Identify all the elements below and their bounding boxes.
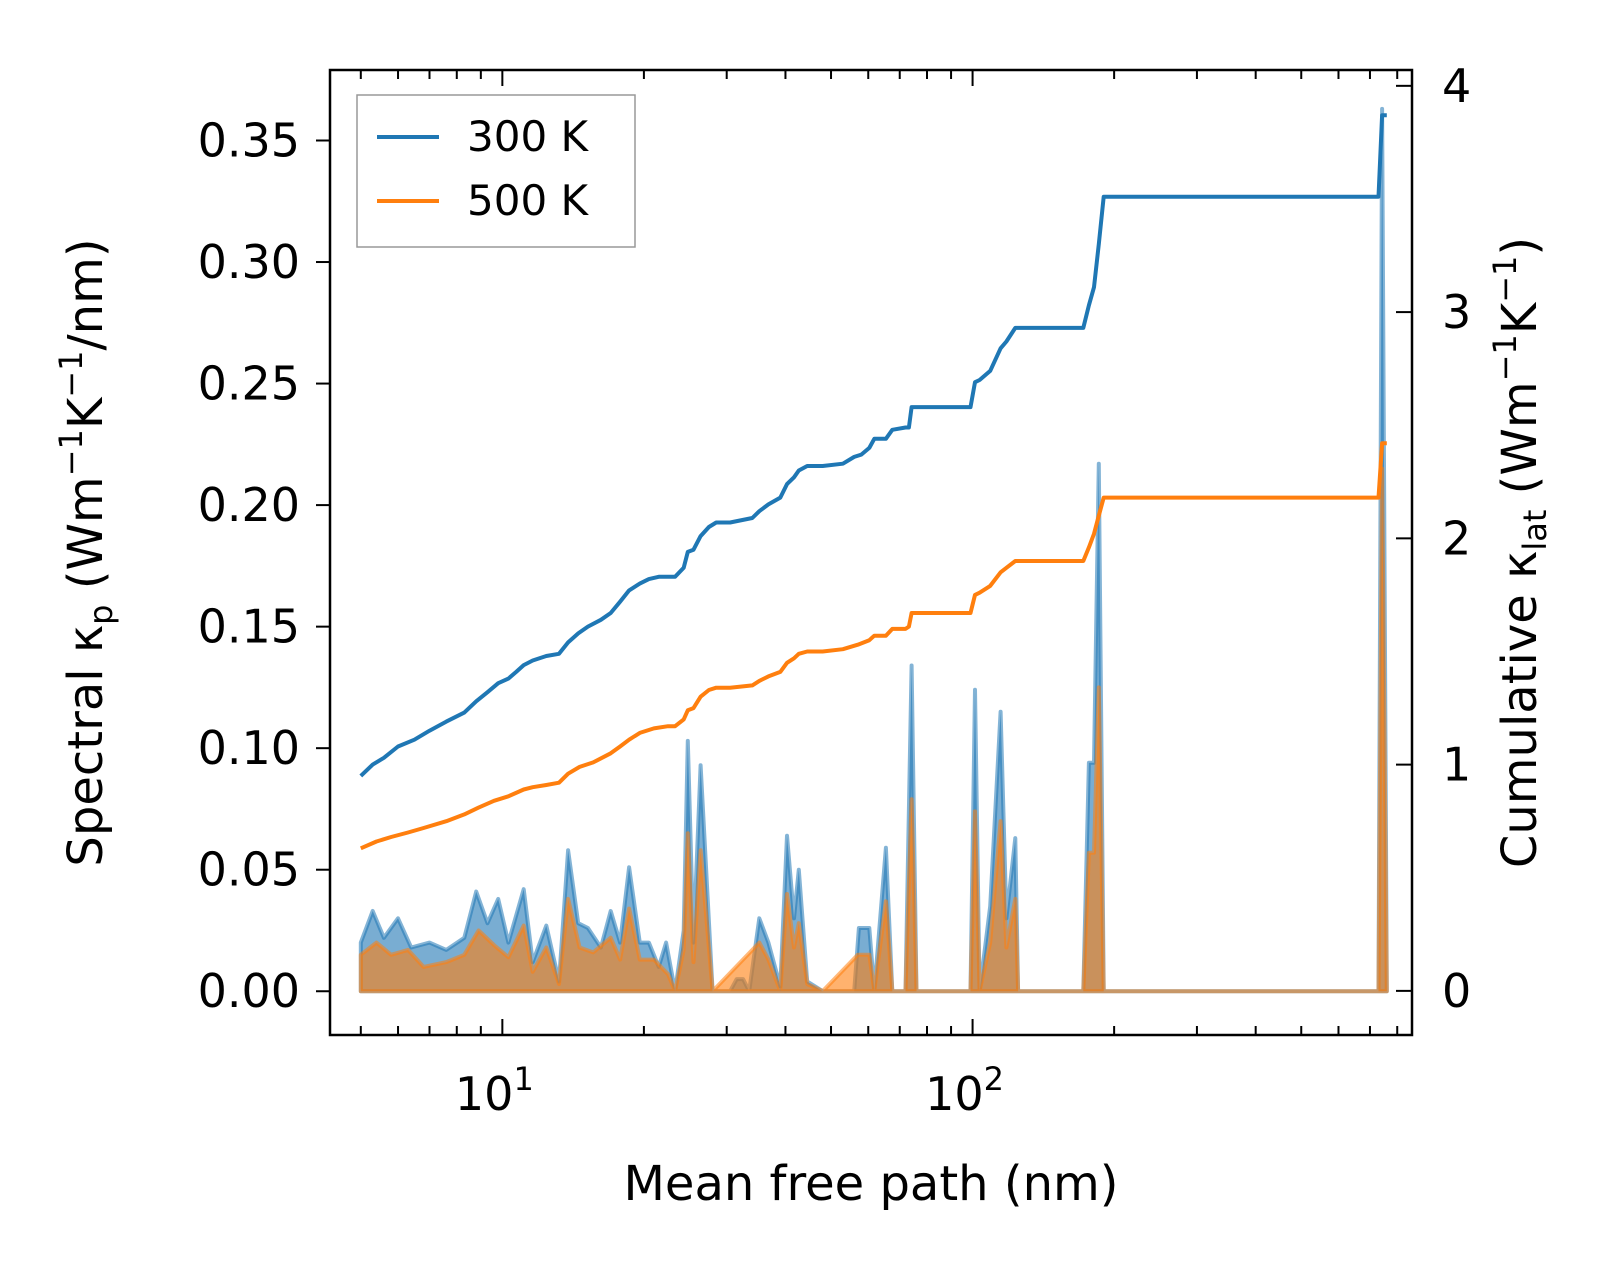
y-left-tick-label: 0.10 — [198, 721, 300, 775]
cumulative-line-500k — [360, 441, 1387, 851]
x-axis-label: Mean free path (nm) — [624, 1156, 1119, 1212]
y-left-tick-label: 0.30 — [198, 235, 300, 289]
y-left-axis-label: Spectral κp (Wm−1K−1/nm) — [52, 238, 120, 866]
x-tick-label: 101 — [455, 1060, 534, 1121]
y-right-tick-label: 1 — [1442, 738, 1471, 792]
y-left-tick-label: 0.05 — [198, 843, 300, 897]
spectral-area-500k — [358, 466, 1389, 994]
y-right-tick-label: 0 — [1442, 964, 1471, 1018]
y-left-tick-label: 0.20 — [198, 478, 300, 532]
y-left-tick-label: 0.35 — [198, 113, 300, 167]
plot-layer — [358, 106, 1389, 994]
y-right-tick-label: 2 — [1442, 511, 1471, 565]
y-left-tick-label: 0.25 — [198, 357, 300, 411]
axes-layer: 101 102 0.00 0.05 0.10 0.15 0.20 0.25 0.30 0.35 0 1… — [52, 59, 1554, 1212]
x-tick-label: 102 — [925, 1060, 1004, 1121]
y-left-tick-label: 0.15 — [198, 600, 300, 654]
legend-label: 300 K — [467, 112, 590, 161]
y-right-axis-label: Cumulative κlat (Wm−1K−1) — [1486, 237, 1554, 868]
plot-frame — [328, 68, 1414, 1037]
y-left-tick-label: 0.00 — [198, 964, 300, 1018]
legend-label: 500 K — [467, 176, 590, 225]
legend-box — [356, 94, 636, 248]
y-right-tick-label: 4 — [1442, 59, 1471, 113]
legend: 300 K 500 K — [356, 94, 636, 248]
cumulative-line-300k — [359, 113, 1387, 778]
y-right-tick-label: 3 — [1442, 285, 1471, 339]
